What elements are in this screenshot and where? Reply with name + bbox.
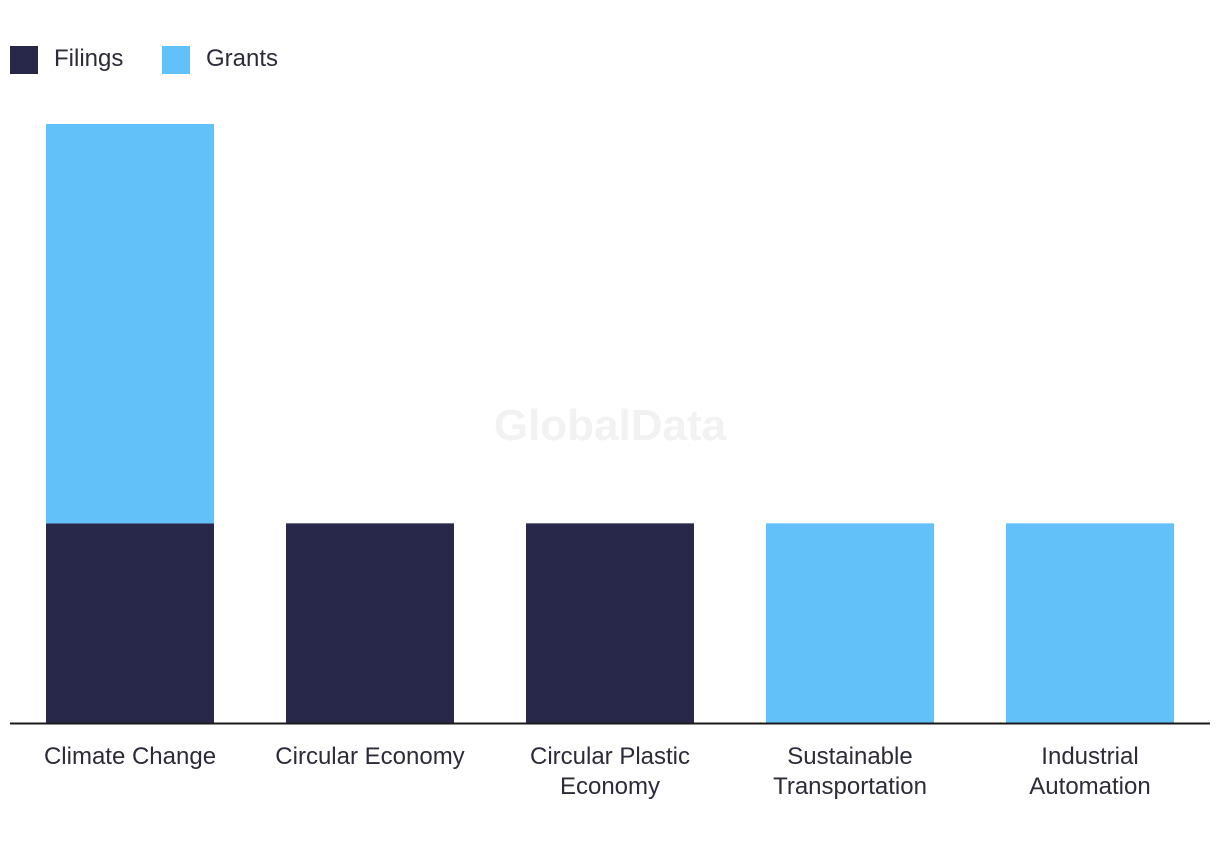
x-tick-label-3-line-1: Transportation	[773, 773, 927, 800]
x-tick-label-0: Climate Change	[44, 743, 216, 770]
x-tick-label-2-line-0: Circular Plastic	[530, 743, 690, 770]
legend-label-filings: Filings	[54, 45, 123, 72]
legend-label-grants: Grants	[206, 45, 278, 72]
x-tick-label-4-line-0: Industrial	[1041, 743, 1138, 770]
legend-swatch-grants	[162, 46, 190, 74]
x-tick-label-3-line-0: Sustainable	[787, 743, 912, 770]
x-tick-label-0-line-0: Climate Change	[44, 743, 216, 770]
x-tick-label-1: Circular Economy	[275, 743, 464, 770]
bar-grants-0	[46, 124, 214, 524]
x-tick-label-4: Industrial Automation	[1029, 743, 1150, 800]
bar-filings-2	[526, 523, 694, 723]
bars-group	[46, 124, 1174, 723]
watermark: GlobalData	[494, 401, 727, 450]
x-tick-label-2-line-1: Economy	[560, 773, 660, 800]
x-tick-label-1-line-0: Circular Economy	[275, 743, 464, 770]
bar-filings-0	[46, 523, 214, 723]
x-tick-labels: Climate Change Circular Economy Circular P…	[44, 743, 1151, 800]
x-tick-label-2: Circular Plastic Economy	[530, 743, 690, 800]
legend-swatch-filings	[10, 46, 38, 74]
x-tick-label-4-line-1: Automation	[1029, 773, 1150, 800]
bar-filings-1	[286, 523, 454, 723]
legend: Filings Grants	[10, 45, 278, 74]
bar-grants-4	[1006, 523, 1174, 723]
x-tick-label-3: Sustainable Transportation	[773, 743, 927, 800]
bar-grants-3	[766, 523, 934, 723]
